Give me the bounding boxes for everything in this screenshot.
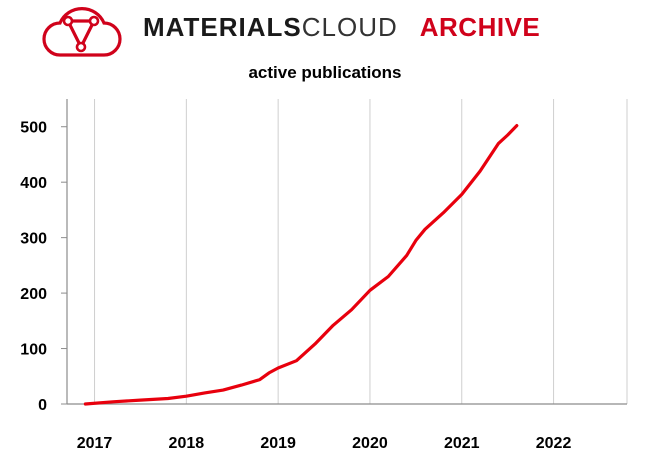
- x-tick-labels: 2017 2018 2019 2020 2021 2022: [77, 435, 572, 452]
- y-tick-label: 300: [20, 231, 47, 248]
- y-tick-label: 200: [20, 286, 47, 303]
- grid: [94, 99, 628, 404]
- brand-title: MATERIALSCLOUD ARCHIVE: [143, 12, 540, 43]
- brand-archive: ARCHIVE: [419, 12, 541, 42]
- y-tick-label: 500: [20, 120, 47, 137]
- y-tick-label: 0: [38, 397, 47, 414]
- brand-cloud: CLOUD: [301, 12, 398, 42]
- brand-materials: MATERIALS: [143, 12, 302, 42]
- series-group: [83, 123, 519, 406]
- axes: [61, 99, 627, 405]
- y-tick-label: 100: [20, 342, 47, 359]
- x-tick-label: 2020: [352, 435, 388, 452]
- y-tick-label: 400: [20, 175, 47, 192]
- x-tick-label: 2018: [169, 435, 205, 452]
- x-tick-label: 2021: [444, 435, 480, 452]
- x-tick-label: 2019: [260, 435, 296, 452]
- series-line: [83, 123, 519, 406]
- y-tick-labels: 0 100 200 300 400 500: [20, 120, 47, 414]
- materials-cloud-logo-icon: [42, 6, 122, 57]
- x-tick-label: 2017: [77, 435, 113, 452]
- header: MATERIALSCLOUD ARCHIVE: [0, 0, 650, 60]
- x-tick-label: 2022: [536, 435, 572, 452]
- chart-title: active publications: [248, 63, 402, 82]
